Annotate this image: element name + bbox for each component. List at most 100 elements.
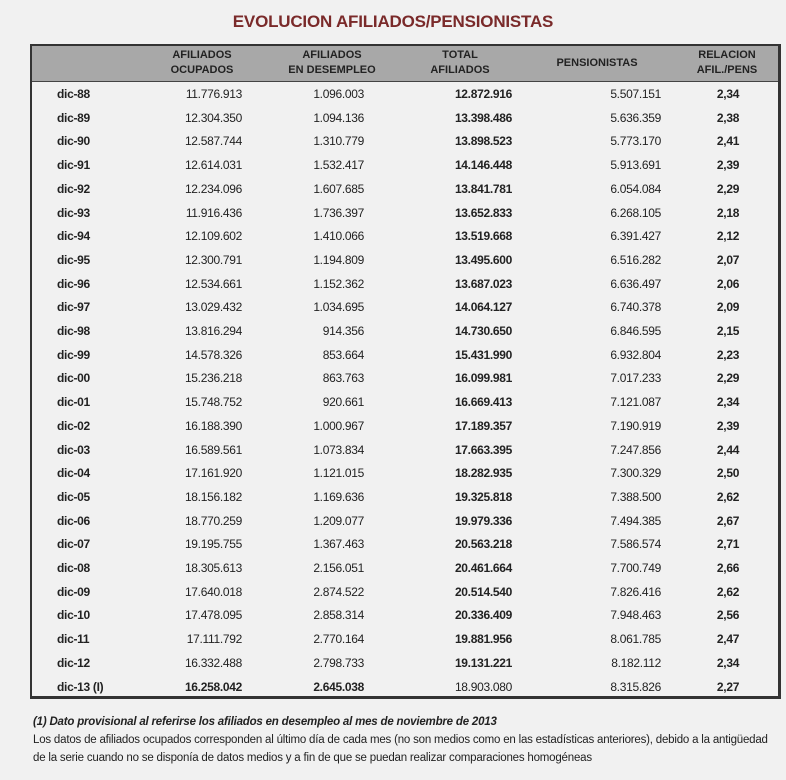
afiliados-desempleo-cell: 2.858.314 xyxy=(313,608,364,623)
table-row: dic-92 12.234.096 1.607.685 13.841.781 6.054… xyxy=(32,179,778,199)
afiliados-desempleo-cell: 863.763 xyxy=(322,371,365,386)
afiliados-desempleo-cell: 1.169.636 xyxy=(313,489,364,504)
row-date-cell: dic-01 xyxy=(57,395,90,410)
afiliados-desempleo-cell: 2.798.733 xyxy=(313,655,364,670)
row-date-cell: dic-89 xyxy=(57,110,90,125)
afiliados-desempleo-cell: 1.310.779 xyxy=(313,134,364,149)
header-line: TOTAL xyxy=(442,49,478,61)
afiliados-ocupados-cell: 19.195.755 xyxy=(184,537,242,552)
total-afiliados-cell: 16.669.413 xyxy=(454,395,512,410)
table-row: dic-95 12.300.791 1.194.809 13.495.600 6.516… xyxy=(32,250,778,270)
table-row: dic-01 15.748.752 920.661 16.669.413 7.121.0… xyxy=(32,392,778,412)
afiliados-ocupados-cell: 12.614.031 xyxy=(184,158,242,173)
pensionistas-cell: 7.388.500 xyxy=(610,489,661,504)
pensionistas-cell: 5.773.170 xyxy=(610,134,661,149)
header-line: AFILIADOS xyxy=(172,49,232,61)
pensionistas-cell: 7.494.385 xyxy=(610,513,661,528)
relacion-afil-pens-cell: 2,34 xyxy=(716,655,740,670)
row-date-cell: dic-06 xyxy=(57,513,90,528)
table-row: dic-99 14.578.326 853.664 15.431.990 6.932.8… xyxy=(32,345,778,365)
total-afiliados-cell: 15.431.990 xyxy=(454,347,512,362)
afiliados-ocupados-cell: 12.234.096 xyxy=(184,181,242,196)
row-date-cell: dic-04 xyxy=(57,466,90,481)
total-afiliados-cell: 13.898.523 xyxy=(454,134,512,149)
row-date-cell: dic-03 xyxy=(57,442,90,457)
total-afiliados-cell: 13.495.600 xyxy=(454,252,512,267)
afiliados-ocupados-cell: 18.305.613 xyxy=(184,561,242,575)
row-date-cell: dic-12 xyxy=(57,655,90,670)
pensionistas-cell: 6.740.378 xyxy=(610,300,661,315)
table-row: dic-04 17.161.920 1.121.015 18.282.935 7.300… xyxy=(32,463,778,483)
relacion-afil-pens-cell: 2,38 xyxy=(716,110,740,125)
afiliados-desempleo-cell: 1.094.136 xyxy=(313,110,364,125)
afiliados-desempleo-cell: 1.034.695 xyxy=(313,300,364,315)
row-date-cell: dic-93 xyxy=(57,205,90,220)
pensionistas-cell: 6.391.427 xyxy=(610,229,661,244)
table-row: dic-94 12.109.602 1.410.066 13.519.668 6.391… xyxy=(32,226,778,246)
total-afiliados-cell: 18.903.080 xyxy=(454,679,512,694)
row-date-cell: dic-90 xyxy=(57,134,90,149)
afiliados-ocupados-cell: 14.578.326 xyxy=(184,347,242,362)
afiliados-desempleo-cell: 914.356 xyxy=(322,324,365,338)
total-afiliados-cell: 13.398.486 xyxy=(454,110,512,125)
afiliados-desempleo-cell: 2.156.051 xyxy=(313,561,364,575)
footnote-methodology: Los datos de afiliados ocupados correspo… xyxy=(33,734,768,764)
pensionistas-cell: 8.315.826 xyxy=(610,679,661,694)
header-relacion: RELACION AFIL./PENS xyxy=(692,48,762,78)
pensionistas-cell: 8.182.112 xyxy=(611,655,661,670)
afiliados-ocupados-cell: 12.109.602 xyxy=(184,229,242,244)
table-row: dic-12 16.332.488 2.798.733 19.131.221 8.182… xyxy=(32,653,778,673)
afiliados-ocupados-cell: 18.156.182 xyxy=(184,489,242,504)
relacion-afil-pens-cell: 2,06 xyxy=(716,276,740,291)
relacion-afil-pens-cell: 2,71 xyxy=(716,537,740,552)
pensionistas-cell: 5.636.359 xyxy=(610,110,661,125)
row-date-cell: dic-00 xyxy=(57,371,90,386)
pensionistas-cell: 6.636.497 xyxy=(610,276,661,291)
afiliados-ocupados-cell: 17.640.018 xyxy=(184,584,242,599)
header-total-afiliados: TOTAL AFILIADOS xyxy=(420,48,500,78)
relacion-afil-pens-cell: 2,39 xyxy=(716,418,740,433)
table-row: dic-93 11.916.436 1.736.397 13.652.833 6.268… xyxy=(32,203,778,223)
afiliados-desempleo-cell: 1.532.417 xyxy=(313,158,364,173)
footnote-provisional: (1) Dato provisional al referirse los af… xyxy=(33,716,497,728)
row-date-cell: dic-13 (I) xyxy=(57,679,104,694)
afiliados-ocupados-cell: 16.589.561 xyxy=(184,442,242,457)
row-date-cell: dic-88 xyxy=(57,87,90,101)
afiliados-desempleo-cell: 2.645.038 xyxy=(313,679,364,694)
total-afiliados-cell: 18.282.935 xyxy=(454,466,512,481)
afiliados-ocupados-cell: 17.161.920 xyxy=(184,466,242,481)
row-date-cell: dic-95 xyxy=(57,252,90,267)
total-afiliados-cell: 13.519.668 xyxy=(454,229,512,244)
afiliados-ocupados-cell: 12.304.350 xyxy=(184,110,242,125)
afiliados-ocupados-cell: 16.188.390 xyxy=(184,418,242,433)
pensionistas-cell: 7.826.416 xyxy=(610,584,661,599)
total-afiliados-cell: 16.099.981 xyxy=(454,371,512,386)
table-row: dic-09 17.640.018 2.874.522 20.514.540 7.826… xyxy=(32,582,778,602)
table-row: dic-05 18.156.182 1.169.636 19.325.818 7.388… xyxy=(32,487,778,507)
relacion-afil-pens-cell: 2,09 xyxy=(716,300,740,315)
relacion-afil-pens-cell: 2,23 xyxy=(716,347,740,362)
afiliados-ocupados-cell: 15.748.752 xyxy=(184,395,242,410)
afiliados-desempleo-cell: 1.096.003 xyxy=(313,87,364,101)
table-row: dic-00 15.236.218 863.763 16.099.981 7.017.2… xyxy=(32,368,778,388)
total-afiliados-cell: 13.652.833 xyxy=(454,205,512,220)
row-date-cell: dic-96 xyxy=(57,276,90,291)
total-afiliados-cell: 17.189.357 xyxy=(454,418,512,433)
table-row: dic-98 13.816.294 914.356 14.730.650 6.846.5… xyxy=(32,321,778,341)
relacion-afil-pens-cell: 2,27 xyxy=(716,679,740,694)
table-row: dic-10 17.478.095 2.858.314 20.336.409 7.948… xyxy=(32,605,778,625)
affiliates-pensioners-table: AFILIADOS OCUPADOS AFILIADOS EN DESEMPLE… xyxy=(30,44,781,699)
row-date-cell: dic-97 xyxy=(57,300,90,315)
relacion-afil-pens-cell: 2,62 xyxy=(716,584,740,599)
table-row: dic-90 12.587.744 1.310.779 13.898.523 5.773… xyxy=(32,131,778,151)
afiliados-ocupados-cell: 11.776.913 xyxy=(185,87,242,101)
header-pensionistas: PENSIONISTAS xyxy=(556,57,638,69)
table-row: dic-06 18.770.259 1.209.077 19.979.336 7.494… xyxy=(32,511,778,531)
afiliados-desempleo-cell: 1.607.685 xyxy=(313,181,364,196)
afiliados-desempleo-cell: 2.770.164 xyxy=(313,632,364,647)
relacion-afil-pens-cell: 2,62 xyxy=(716,489,740,504)
page-title: EVOLUCION AFILIADOS/PENSIONISTAS xyxy=(232,12,554,31)
header-line: RELACION xyxy=(698,49,756,61)
afiliados-desempleo-cell: 1.736.397 xyxy=(313,205,364,220)
pensionistas-cell: 5.913.691 xyxy=(610,158,661,173)
